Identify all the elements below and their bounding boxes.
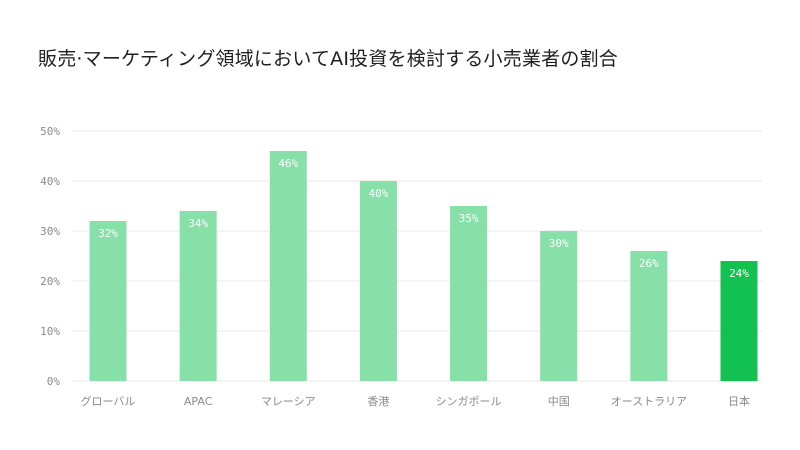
bar-value-label: 34% — [188, 217, 208, 230]
x-category-label: 日本 — [728, 394, 750, 408]
bar — [720, 261, 758, 381]
x-category-label: シンガポール — [436, 395, 502, 408]
bar-value-label: 24% — [729, 267, 749, 280]
bars — [89, 151, 758, 381]
y-tick-label: 30% — [40, 225, 60, 238]
x-category-label: オーストラリア — [611, 395, 687, 408]
x-category-label: APAC — [184, 395, 213, 408]
y-tick-label: 10% — [40, 325, 60, 338]
bar-value-label: 30% — [549, 237, 569, 250]
bar — [89, 221, 127, 381]
bar — [540, 231, 578, 381]
x-category-label: マレーシア — [261, 395, 316, 408]
y-axis-ticks: 0% 10% 20% 30% 40% 50% — [40, 125, 60, 388]
bar-value-label: 46% — [278, 157, 298, 170]
bar-value-label: 40% — [368, 187, 388, 200]
bar-value-label: 26% — [639, 257, 659, 270]
y-tick-label: 50% — [40, 125, 60, 138]
bar — [630, 251, 668, 381]
bar — [359, 181, 397, 381]
bar — [179, 211, 217, 381]
x-category-label: グローバル — [81, 394, 136, 408]
chart-title: 販売·マーケティング領域においてAI投資を検討する小売業者の割合 — [38, 48, 618, 70]
bar — [269, 151, 307, 381]
bar — [450, 206, 488, 381]
value-labels: 32% 34% 46% 40% 35% 30% 26% 24% — [98, 157, 749, 280]
y-tick-label: 40% — [40, 175, 60, 188]
y-tick-label: 20% — [40, 275, 60, 288]
x-category-label: 香港 — [367, 395, 389, 408]
bar-value-label: 32% — [98, 227, 118, 240]
x-category-label: 中国 — [548, 395, 570, 408]
x-axis-categories: グローバル APAC マレーシア 香港 シンガポール 中国 オーストラリア 日本 — [81, 394, 750, 408]
bar-value-label: 35% — [459, 212, 479, 225]
y-tick-label: 0% — [47, 375, 61, 388]
